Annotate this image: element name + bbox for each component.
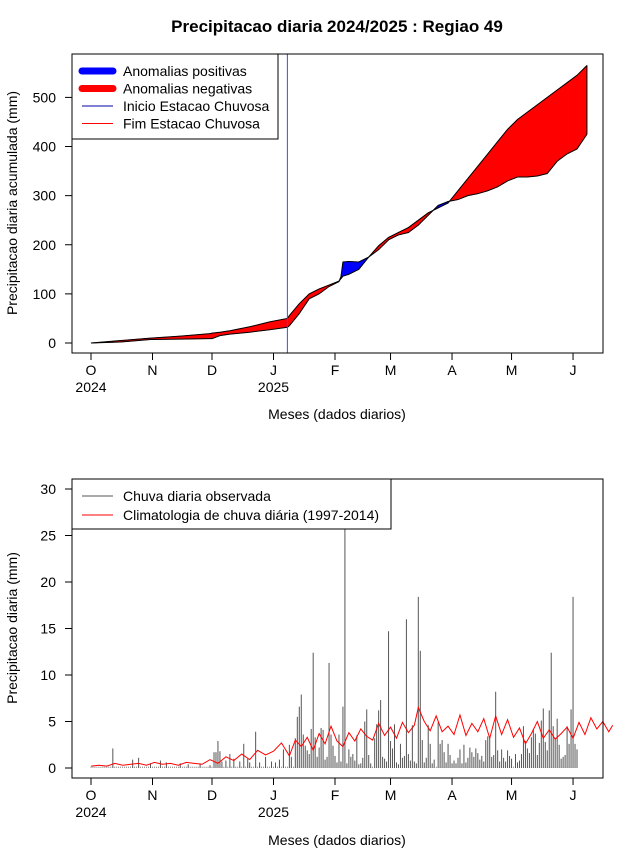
y-tick-label: 400 [33,139,57,155]
x-tick-label: N [147,362,157,378]
climatology-line [90,705,614,767]
year-label: 2024 [75,379,106,395]
legend-label: Climatologia de chuva diária (1997-2014) [123,507,379,523]
y-tick-label: 25 [40,528,56,544]
x-tick-label: N [147,787,157,803]
cumulative-panel: 0 100 200 300 400 500 O N D J F M A M J 2024 2025 Preci… [4,53,604,422]
observed-bars [90,526,578,768]
y-tick-label: 30 [40,481,56,497]
x-axis: O N D J F M A M J 2024 2025 [75,777,577,820]
y-axis: 0 5 10 15 20 25 30 [40,481,73,776]
legend-label: Anomalias positivas [123,63,247,79]
y-tick-label: 200 [33,237,57,253]
legend-label: Chuva diaria observada [123,488,271,504]
y-tick-label: 0 [48,760,56,776]
y-tick-label: 10 [40,667,56,683]
x-tick-label: O [86,362,97,378]
y-tick-label: 20 [40,574,56,590]
x-tick-label: M [385,787,397,803]
legend: Chuva diaria observada Climatologia de ch… [71,478,392,530]
y-axis-label: Precipitacao diaria (mm) [4,552,20,704]
x-tick-label: J [270,787,277,803]
x-tick-label: J [570,362,577,378]
x-axis-label: Meses (dados diarios) [268,406,406,422]
x-tick-label: F [331,362,340,378]
y-tick-label: 500 [33,89,57,105]
year-label: 2024 [75,804,106,820]
x-tick-label: F [331,787,340,803]
legend-box [71,478,392,530]
x-tick-label: A [447,787,457,803]
legend-label: Anomalias negativas [123,81,252,97]
chart-title: Precipitacao diaria 2024/2025 : Regiao 4… [171,17,503,36]
climatology-cumulative-line [90,65,588,344]
y-tick-label: 0 [48,335,56,351]
x-axis: O N D J F M A M J 2024 2025 [75,352,577,395]
cumulative-lines [90,65,588,344]
x-tick-label: M [385,362,397,378]
y-axis: 0 100 200 300 400 500 [33,89,73,351]
legend: Anomalias positivas Anomalias negativasIn… [71,53,279,140]
x-tick-label: D [207,362,217,378]
year-label: 2025 [258,804,289,820]
x-tick-label: A [447,362,457,378]
legend-label: Inicio Estacao Chuvosa [123,98,270,114]
x-axis-label: Meses (dados diarios) [268,832,406,848]
y-tick-label: 100 [33,286,57,302]
x-tick-label: M [506,362,518,378]
legend-label: Fim Estacao Chuvosa [123,116,260,132]
y-axis-label: Precipitacao diaria acumulada (mm) [4,91,20,315]
y-tick-label: 5 [48,714,56,730]
x-tick-label: J [270,362,277,378]
y-tick-label: 15 [40,621,56,637]
observed-cumulative-line [90,133,588,344]
x-tick-label: D [207,787,217,803]
x-tick-label: O [86,787,97,803]
y-tick-label: 300 [33,188,57,204]
x-tick-label: J [570,787,577,803]
x-tick-label: M [506,787,518,803]
year-label: 2025 [258,379,289,395]
